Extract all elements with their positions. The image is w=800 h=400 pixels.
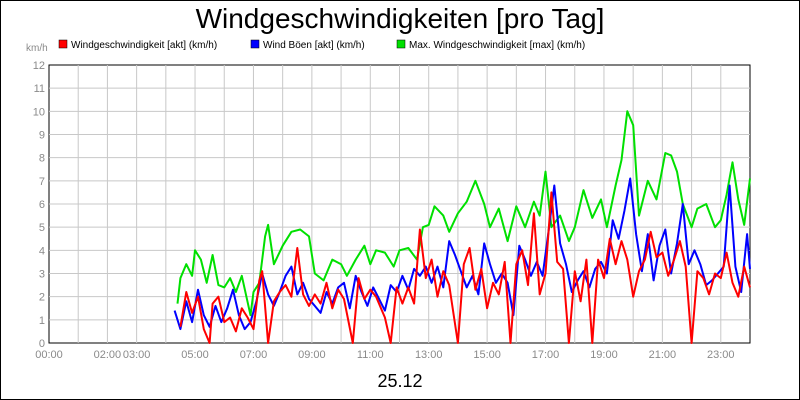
x-tick-label: 21:00: [649, 349, 677, 361]
y-tick-label: 3: [39, 269, 45, 281]
chart-title: Windgeschwindigkeiten [pro Tag]: [196, 3, 605, 34]
y-tick-label: 11: [34, 83, 45, 95]
x-tick-label: 03:00: [123, 349, 151, 361]
y-tick-label: 5: [39, 222, 45, 234]
legend-label-boeen: Wind Böen [akt] (km/h): [263, 40, 365, 51]
x-tick-label: 23:00: [707, 349, 735, 361]
x-axis-ticks: 00:00 02:00 03:00 05:00 07:00 09:00 11:00 13:00…: [35, 349, 734, 361]
y-tick-label: 7: [39, 176, 45, 188]
y-tick-label: 9: [39, 130, 45, 142]
legend-label-windgeschwindigkeit: Windgeschwindigkeit [akt] (km/h): [71, 40, 217, 51]
y-tick-label: 1: [39, 315, 45, 327]
y-tick-label: 12: [33, 60, 45, 72]
x-tick-label: 05:00: [181, 349, 209, 361]
x-tick-label: 07:00: [240, 349, 268, 361]
x-tick-label: 00:00: [35, 349, 63, 361]
x-axis-date-label: 25.12: [377, 371, 422, 391]
legend-swatch-boeen: [250, 39, 260, 49]
x-tick-label: 19:00: [590, 349, 618, 361]
y-tick-label: 4: [39, 245, 45, 257]
x-tick-label: 13:00: [415, 349, 443, 361]
legend: Windgeschwindigkeit [akt] (km/h) Wind Bö…: [58, 39, 585, 51]
legend-swatch-max: [396, 39, 406, 49]
legend-label-max: Max. Windgeschwindigkeit [max] (km/h): [409, 40, 585, 51]
x-tick-label: 17:00: [532, 349, 560, 361]
series-group: [173, 110, 751, 344]
y-tick-label: 0: [39, 338, 45, 350]
series-line-2: [179, 191, 751, 344]
y-tick-label: 10: [33, 106, 45, 118]
series-line-0: [176, 110, 751, 317]
y-axis-unit: km/h: [26, 43, 48, 54]
x-tick-label: 09:00: [298, 349, 326, 361]
y-tick-label: 2: [39, 292, 45, 304]
x-tick-label: 11:00: [357, 349, 384, 361]
y-tick-label: 8: [39, 153, 45, 165]
y-tick-label: 6: [39, 199, 45, 211]
x-tick-label: 02:00: [94, 349, 122, 361]
series-line-1: [173, 177, 751, 331]
legend-swatch-windgeschwindigkeit: [58, 39, 68, 49]
x-tick-label: 15:00: [473, 349, 501, 361]
